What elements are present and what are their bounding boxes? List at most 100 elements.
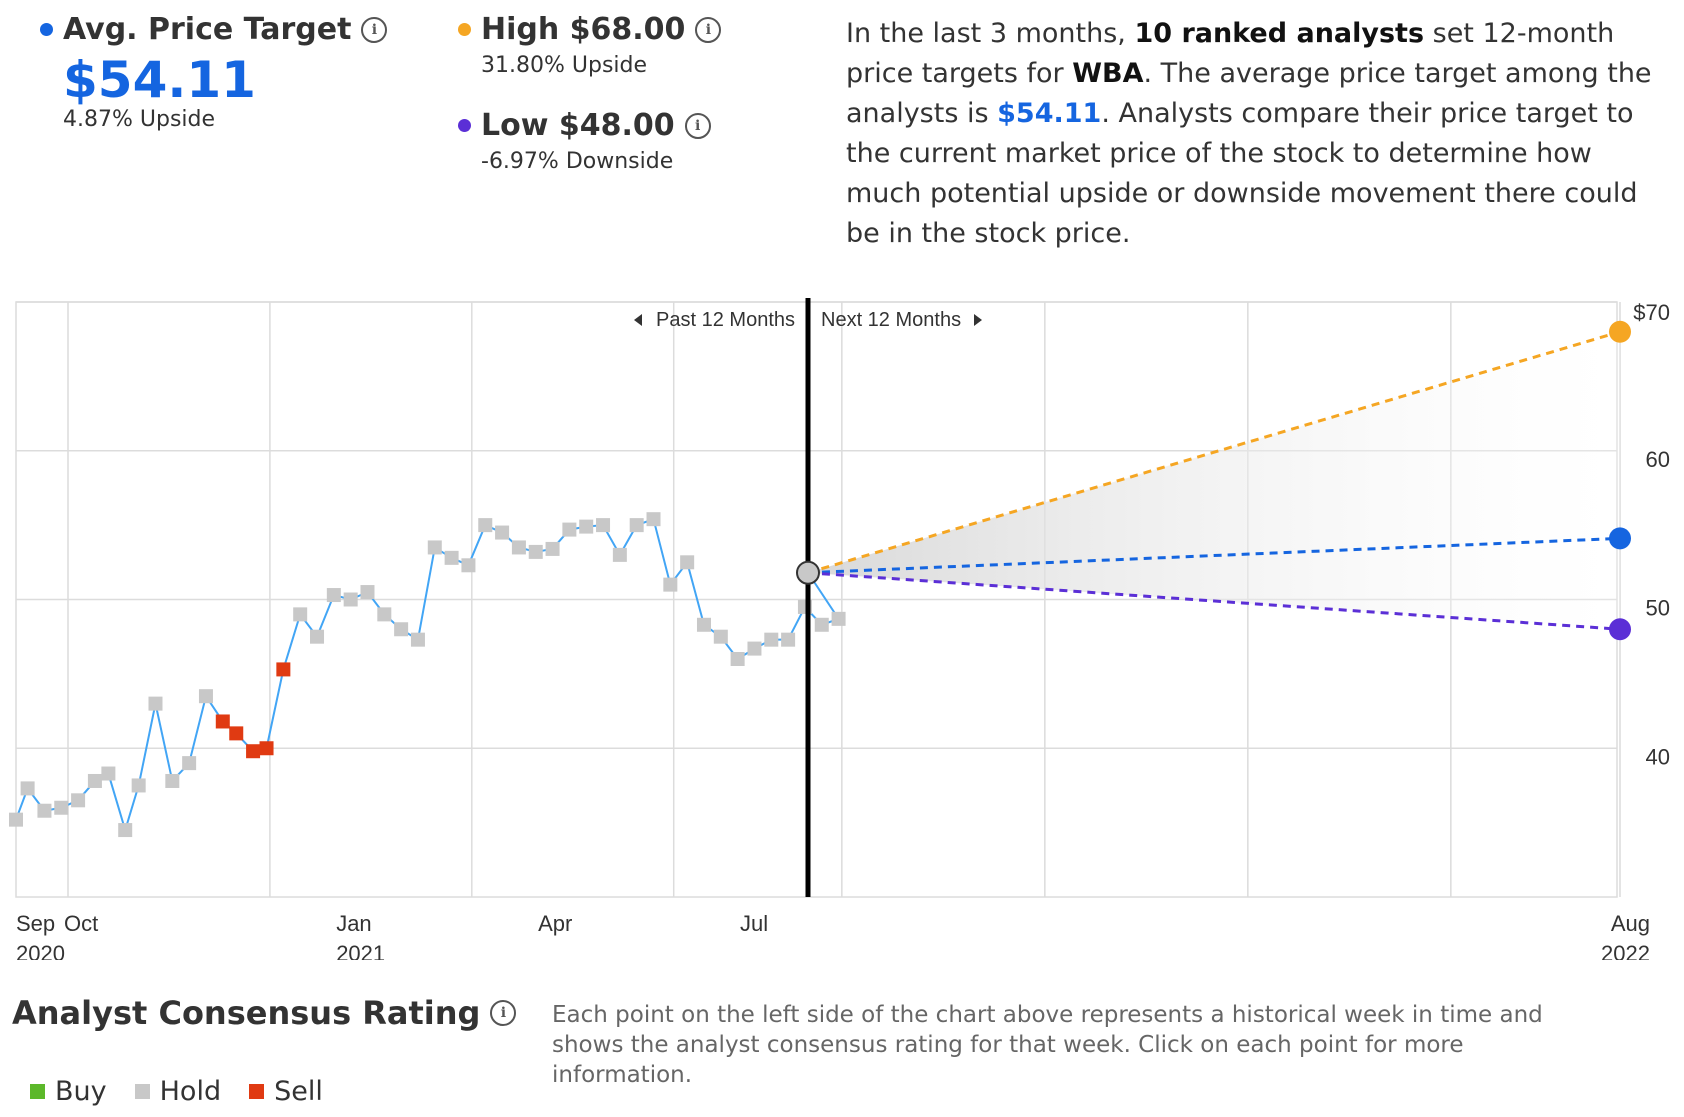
rating-point-hold bbox=[310, 629, 325, 644]
rating-point-hold bbox=[198, 689, 213, 704]
rating-point-hold bbox=[562, 522, 577, 537]
rating-point-hold bbox=[165, 773, 180, 788]
description-text: In the last 3 months, bbox=[846, 18, 1135, 49]
rating-point-hold bbox=[528, 544, 543, 559]
description-text: set 12-month price targets for bbox=[846, 18, 1615, 89]
rating-point-hold bbox=[511, 540, 526, 555]
avg-price-target-value: $54.11 bbox=[63, 51, 256, 109]
low-target-line bbox=[807, 571, 1621, 631]
forecast-cone bbox=[808, 331, 1620, 630]
hold-swatch-icon bbox=[134, 1084, 150, 1099]
rating-point-hold bbox=[612, 547, 627, 562]
y-tick-label: 50 bbox=[1646, 596, 1670, 621]
consensus-rating-title: Analyst Consensus Rating bbox=[12, 994, 481, 1032]
rating-point-hold bbox=[545, 541, 560, 556]
rating-point-hold bbox=[410, 632, 425, 647]
legend-label-sell: Sell bbox=[274, 1076, 323, 1107]
description-text: . The average price target among the ana… bbox=[846, 58, 1652, 129]
rating-point-hold bbox=[343, 592, 358, 607]
avg-target-line bbox=[807, 536, 1621, 575]
low-downside: -6.97% Downside bbox=[481, 149, 674, 174]
low-target-label: Low $48.00 bbox=[481, 108, 675, 143]
rating-point-hold bbox=[713, 629, 728, 644]
rating-point-hold bbox=[814, 617, 829, 632]
low-target-block: Low $48.00 i -6.97% Downside bbox=[458, 108, 711, 174]
rating-point-hold bbox=[118, 823, 133, 838]
ticker-symbol: WBA bbox=[1072, 58, 1144, 89]
price-target-description: In the last 3 months, 10 ranked analysts… bbox=[846, 14, 1656, 254]
rating-point-hold bbox=[54, 800, 69, 815]
avg-price-target-heading: Avg. Price Target i bbox=[40, 12, 388, 47]
rating-point-hold bbox=[326, 588, 341, 603]
rating-point-hold bbox=[37, 803, 52, 818]
y-tick-label: 40 bbox=[1646, 744, 1670, 769]
rating-point-hold bbox=[101, 766, 116, 781]
legend-item-buy: Buy bbox=[30, 1076, 107, 1107]
high-dot-icon bbox=[458, 23, 471, 36]
high-target-point bbox=[1609, 320, 1631, 343]
ranked-analysts-count: 10 ranked analysts bbox=[1134, 18, 1425, 49]
rating-point-hold bbox=[394, 622, 409, 637]
avg-price-target-block: Avg. Price Target i $54.11 4.87% Upside bbox=[40, 12, 388, 132]
x-tick-label: Oct bbox=[64, 911, 98, 936]
rating-point-hold bbox=[182, 756, 197, 771]
rating-point-sell bbox=[229, 726, 244, 741]
avg-upside: 4.87% Upside bbox=[63, 107, 216, 132]
rating-point-hold bbox=[9, 812, 23, 827]
rating-point-hold bbox=[696, 617, 711, 632]
high-target-block: High $68.00 i 31.80% Upside bbox=[458, 12, 722, 78]
rating-point-hold bbox=[596, 518, 611, 533]
rating-point-hold bbox=[148, 696, 163, 711]
next-12-months-label: Next 12 Months bbox=[821, 309, 961, 331]
info-icon[interactable]: i bbox=[684, 112, 711, 139]
price-target-chart: Past 12 Months Next 12 Months $70 60 50 40 Sep… bbox=[9, 298, 1670, 960]
x-tick-label: Sep bbox=[16, 911, 55, 936]
rating-point-sell bbox=[259, 741, 274, 756]
x-tick-label: Aug bbox=[1611, 911, 1650, 936]
rating-point-hold bbox=[680, 555, 695, 570]
rating-point-hold bbox=[781, 632, 796, 647]
rating-point-hold bbox=[20, 781, 35, 796]
avg-dot-icon bbox=[40, 23, 53, 36]
high-target-heading: High $68.00 i bbox=[458, 12, 722, 47]
rating-point-hold bbox=[579, 519, 594, 534]
y-tick-label: $70 bbox=[1633, 300, 1670, 325]
info-icon[interactable]: i bbox=[695, 16, 722, 43]
low-target-heading: Low $48.00 i bbox=[458, 108, 711, 143]
rating-point-hold bbox=[360, 585, 375, 600]
rating-point-hold bbox=[444, 550, 459, 565]
rating-point-hold bbox=[131, 778, 146, 793]
info-icon[interactable]: i bbox=[490, 1000, 517, 1026]
right-arrow-icon bbox=[974, 314, 982, 326]
y-tick-label: 60 bbox=[1646, 447, 1670, 472]
consensus-rating-heading: Analyst Consensus Rating i bbox=[12, 994, 517, 1032]
x-tick-label: Jan bbox=[336, 911, 371, 936]
rating-legend: Buy Hold Sell bbox=[30, 1076, 351, 1107]
sell-swatch-icon bbox=[249, 1084, 265, 1099]
legend-item-sell: Sell bbox=[249, 1076, 323, 1107]
rating-point-sell bbox=[215, 714, 230, 729]
history-series bbox=[9, 298, 846, 897]
x-tick-label: Apr bbox=[538, 911, 572, 936]
left-arrow-icon bbox=[634, 314, 642, 326]
forecast-range bbox=[807, 320, 1631, 641]
avg-target-point bbox=[1609, 527, 1631, 550]
rating-point-hold bbox=[478, 518, 493, 533]
avg-price-target-label: Avg. Price Target bbox=[63, 12, 352, 47]
high-upside: 31.80% Upside bbox=[481, 53, 648, 78]
rating-point-hold bbox=[764, 632, 779, 647]
x-tick-year-label: 2022 bbox=[1601, 941, 1650, 960]
rating-point-sell bbox=[246, 744, 261, 759]
legend-label-buy: Buy bbox=[55, 1076, 107, 1107]
high-target-label: High $68.00 bbox=[481, 12, 686, 47]
rating-point-hold bbox=[646, 512, 661, 527]
rating-point-hold bbox=[495, 525, 510, 540]
legend-item-hold: Hold bbox=[134, 1076, 221, 1107]
x-tick-year-label: 2020 bbox=[16, 941, 65, 960]
rating-point-hold bbox=[629, 518, 644, 533]
history-line bbox=[15, 517, 841, 834]
info-icon[interactable]: i bbox=[361, 16, 388, 43]
rating-point-sell bbox=[276, 662, 291, 677]
rating-point-hold bbox=[831, 611, 846, 626]
x-tick-year-label: 2021 bbox=[336, 941, 385, 960]
